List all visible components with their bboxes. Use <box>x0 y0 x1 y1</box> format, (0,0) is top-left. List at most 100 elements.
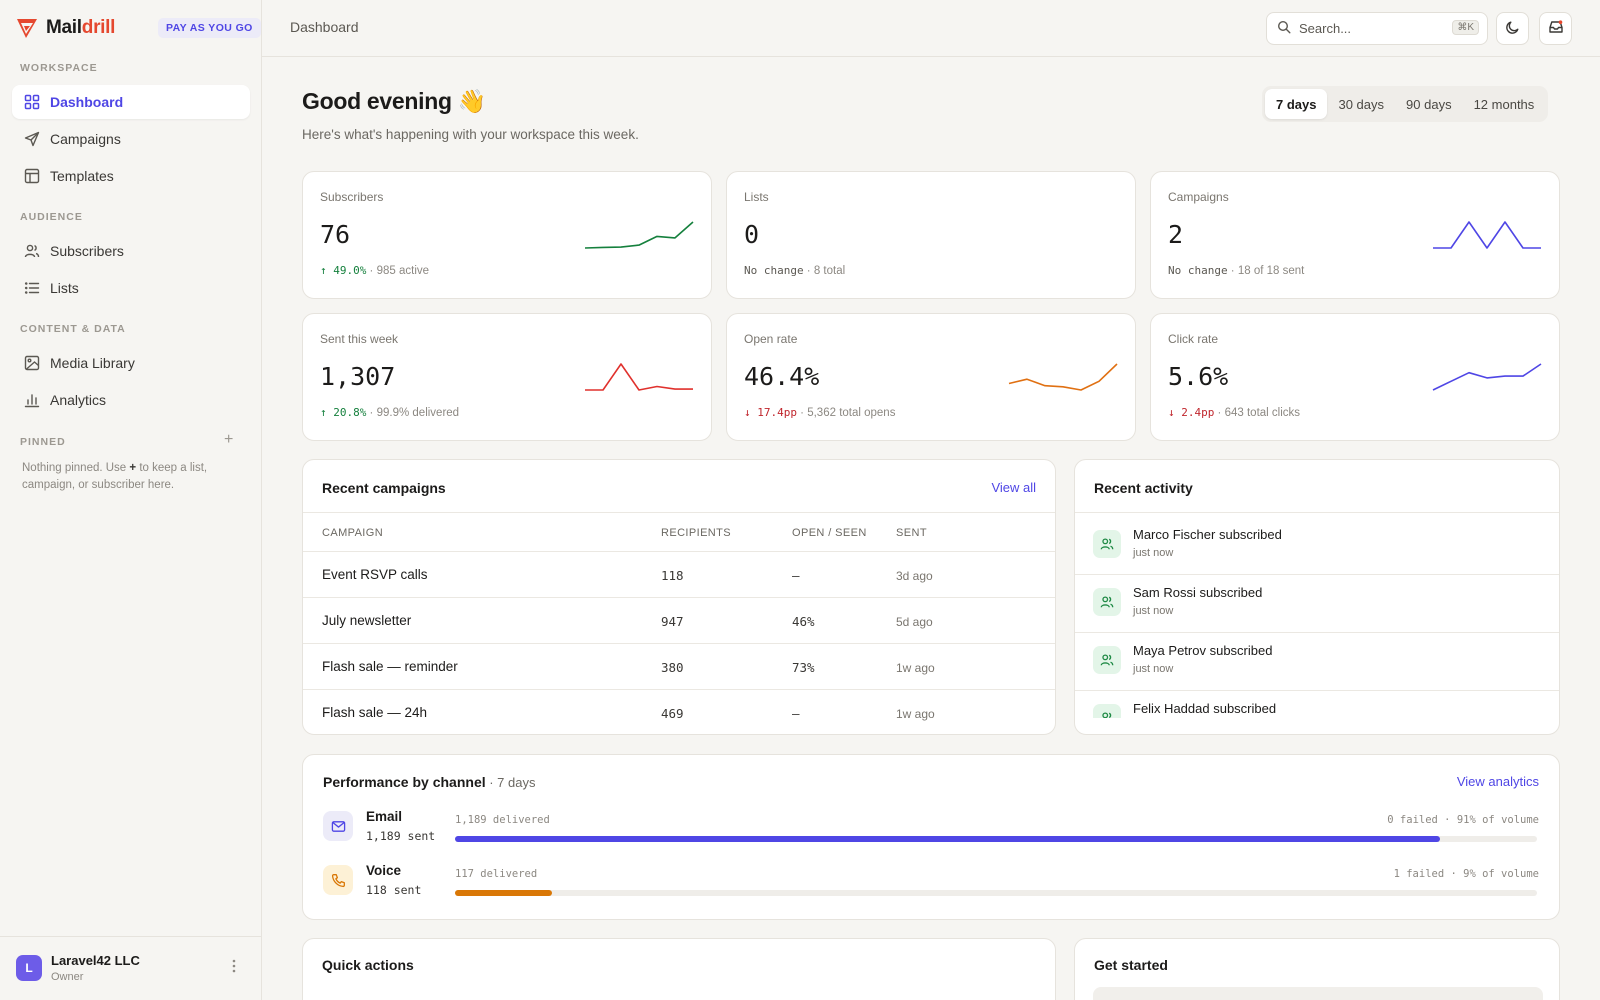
view-all-campaigns-link[interactable]: View all <box>991 480 1036 495</box>
card-title: Get started <box>1094 957 1168 973</box>
sidebar-item-dashboard[interactable]: Dashboard <box>12 85 250 119</box>
sidebar-item-analytics[interactable]: Analytics <box>12 383 250 417</box>
channel-delivered: 1,189 delivered <box>455 814 550 826</box>
card-title: Recent activity <box>1094 480 1193 496</box>
tab-12-months[interactable]: 12 months <box>1473 96 1535 112</box>
column-header-recipients[interactable]: RECIPIENTS <box>661 527 732 539</box>
stat-footnote: ↓ 17.4pp · 5,362 total opens <box>744 406 896 419</box>
brand[interactable]: Maildrill <box>16 16 115 40</box>
stat-label: Campaigns <box>1168 190 1229 204</box>
activity-time: just now <box>1133 663 1174 675</box>
channel-progress-fill <box>455 890 553 896</box>
stat-label: Sent this week <box>320 332 399 346</box>
moon-icon <box>1505 20 1520 38</box>
theme-toggle-button[interactable] <box>1496 12 1529 45</box>
stat-footnote: ↑ 49.0% · 985 active <box>320 264 430 277</box>
mail-icon <box>323 811 353 841</box>
sidebar-item-media-library[interactable]: Media Library <box>12 346 250 380</box>
stat-card-campaigns[interactable]: Campaigns 2 No change · 18 of 18 sent <box>1150 171 1560 299</box>
stat-card-subscribers[interactable]: Subscribers 76 ↑ 49.0% · 985 active <box>302 171 712 299</box>
channel-progress-fill <box>455 836 1440 842</box>
activity-text: Maya Petrov subscribed <box>1133 643 1273 658</box>
view-analytics-link[interactable]: View analytics <box>1456 774 1539 789</box>
account-role: Owner <box>51 971 84 983</box>
column-header-sent[interactable]: SENT <box>896 527 927 539</box>
stat-card-sent-this-week[interactable]: Sent this week 1,307 ↑ 20.8% · 99.9% del… <box>302 313 712 441</box>
stat-delta: ↑ 20.8% <box>320 406 367 419</box>
page-title: Good evening 👋 <box>302 88 487 114</box>
account-switcher[interactable]: L Laravel42 LLC Owner <box>0 936 261 1000</box>
tab-30-days[interactable]: 30 days <box>1338 96 1385 112</box>
sidebar-item-templates[interactable]: Templates <box>12 159 250 193</box>
stat-card-open-rate[interactable]: Open rate 46.4% ↓ 17.4pp · 5,362 total o… <box>726 313 1136 441</box>
divider <box>303 551 1055 552</box>
sparkline <box>585 363 693 391</box>
divider <box>1075 632 1559 633</box>
tab-90-days[interactable]: 90 days <box>1406 96 1452 112</box>
stat-card-lists[interactable]: Lists 0 No change · 8 total <box>726 171 1136 299</box>
onboarding-step[interactable] <box>1093 987 1543 1000</box>
stat-card-click-rate[interactable]: Click rate 5.6% ↓ 2.4pp · 643 total clic… <box>1150 313 1560 441</box>
date-range-tabs: 7 days 30 days 90 days 12 months <box>1262 86 1549 122</box>
channel-name: Voice <box>366 863 402 878</box>
users-icon <box>1093 588 1121 616</box>
inbox-button[interactable] <box>1539 12 1572 45</box>
stat-footnote: ↓ 2.4pp · 643 total clicks <box>1168 406 1301 419</box>
stat-note: 643 total clicks <box>1224 407 1301 419</box>
sidebar-item-lists[interactable]: Lists <box>12 271 250 305</box>
sparkline <box>1433 221 1541 249</box>
stat-value: 1,307 <box>320 362 396 391</box>
stat-delta: ↓ 17.4pp <box>744 406 797 419</box>
column-header-open-seen[interactable]: OPEN / SEEN <box>792 527 867 539</box>
sidebar-item-label: Dashboard <box>50 94 124 110</box>
more-vertical-icon[interactable] <box>232 959 236 976</box>
layout-icon <box>24 168 40 184</box>
stat-footnote: No change · 18 of 18 sent <box>1168 264 1305 277</box>
channel-sent: 118 sent <box>366 883 422 897</box>
card-title: Quick actions <box>322 957 414 973</box>
stat-note: 99.9% delivered <box>376 407 460 419</box>
sparkline-path <box>1432 363 1542 391</box>
sparkline-path <box>585 363 693 391</box>
page-subtitle: Here's what's happening with your worksp… <box>302 127 639 142</box>
stat-delta: ↓ 2.4pp <box>1168 406 1215 419</box>
sparkline <box>584 221 694 249</box>
get-started-card: Get started <box>1074 938 1560 1000</box>
pinned-hint: Nothing pinned. Use + to keep a list, ca… <box>22 462 208 491</box>
add-pin-button[interactable]: + <box>224 431 234 448</box>
avatar: L <box>16 955 42 981</box>
divider <box>303 597 1055 598</box>
tab-7-days[interactable]: 7 days <box>1265 89 1328 119</box>
send-icon <box>24 131 40 147</box>
grid-icon <box>24 94 40 110</box>
list-icon <box>24 280 40 296</box>
campaign-recipients: 380 <box>661 660 684 675</box>
plan-badge[interactable]: PAY AS YOU GO <box>158 18 261 38</box>
stat-value: 46.4% <box>744 362 820 391</box>
activity-time: just now <box>1133 605 1174 617</box>
activity-list[interactable]: Marco Fischer subscribed just now Sam Ro… <box>1075 512 1559 718</box>
sidebar-item-subscribers[interactable]: Subscribers <box>12 234 250 268</box>
campaign-name[interactable]: Flash sale — 24h <box>322 705 428 720</box>
column-header-campaign[interactable]: CAMPAIGN <box>322 527 384 539</box>
search-input[interactable] <box>1299 21 1439 36</box>
campaign-name[interactable]: Flash sale — reminder <box>322 659 458 674</box>
search-box[interactable]: ⌘K <box>1266 12 1488 45</box>
stat-value: 5.6% <box>1168 362 1229 391</box>
bar-chart-icon <box>24 392 40 408</box>
campaign-name[interactable]: July newsletter <box>322 613 412 628</box>
sidebar: Maildrill PAY AS YOU GO WORKSPACE Dashbo… <box>0 0 262 1000</box>
channel-progress-track <box>455 890 1537 896</box>
stat-note: 18 of 18 sent <box>1237 265 1305 277</box>
campaign-sent-time: 5d ago <box>896 615 933 629</box>
stat-value: 2 <box>1168 220 1184 249</box>
sidebar-item-campaigns[interactable]: Campaigns <box>12 122 250 156</box>
campaign-name[interactable]: Event RSVP calls <box>322 567 428 582</box>
campaign-sent-time: 3d ago <box>896 569 933 583</box>
divider <box>1075 690 1559 691</box>
breadcrumb: Dashboard <box>290 19 359 35</box>
users-icon <box>24 243 40 259</box>
divider <box>1075 574 1559 575</box>
inbox-icon <box>1548 19 1564 38</box>
channel-meta: 0 failed · 91% of volume <box>1387 814 1539 826</box>
